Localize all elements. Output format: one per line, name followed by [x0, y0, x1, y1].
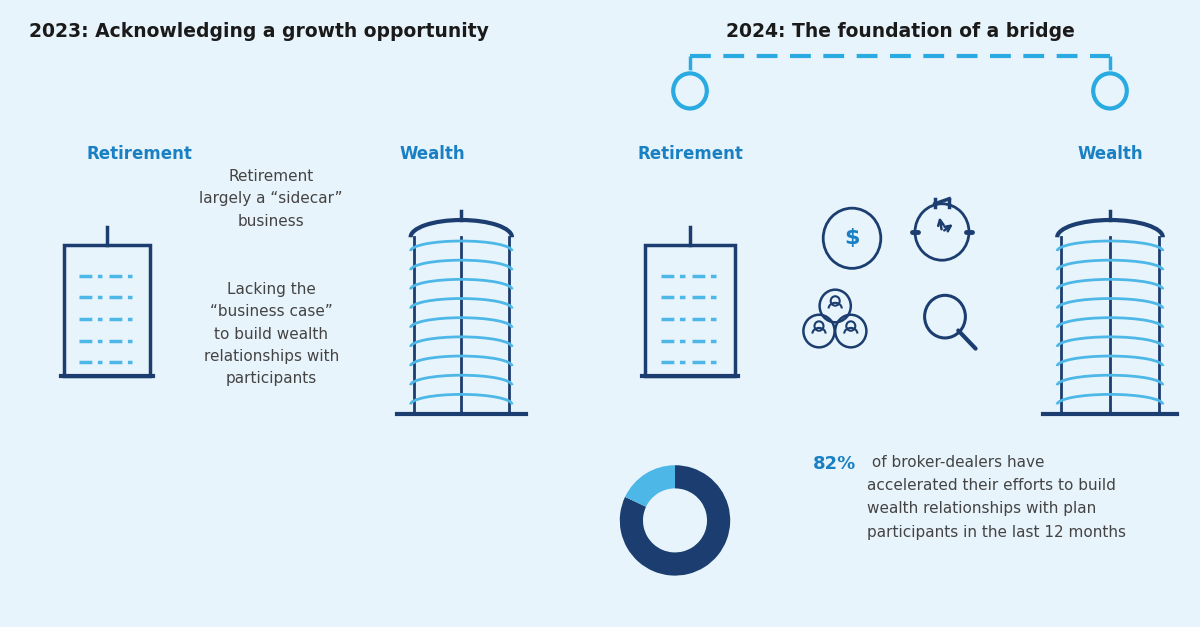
Text: Retirement
largely a “sidecar”
business: Retirement largely a “sidecar” business	[199, 169, 343, 229]
Text: Wealth: Wealth	[1078, 145, 1142, 162]
Text: $: $	[845, 228, 859, 248]
Wedge shape	[620, 465, 730, 576]
Text: Lacking the
“business case”
to build wealth
relationships with
participants: Lacking the “business case” to build wea…	[204, 282, 338, 386]
Text: of broker-dealers have
accelerated their efforts to build
wealth relationships w: of broker-dealers have accelerated their…	[866, 455, 1126, 540]
Text: Retirement: Retirement	[86, 145, 193, 162]
Text: 2023: Acknowledging a growth opportunity: 2023: Acknowledging a growth opportunity	[29, 22, 490, 41]
Text: 82%: 82%	[814, 455, 857, 473]
Text: 2024: The foundation of a bridge: 2024: The foundation of a bridge	[726, 22, 1074, 41]
Text: Wealth: Wealth	[400, 145, 466, 162]
Wedge shape	[625, 465, 676, 507]
Text: Retirement: Retirement	[637, 145, 743, 162]
